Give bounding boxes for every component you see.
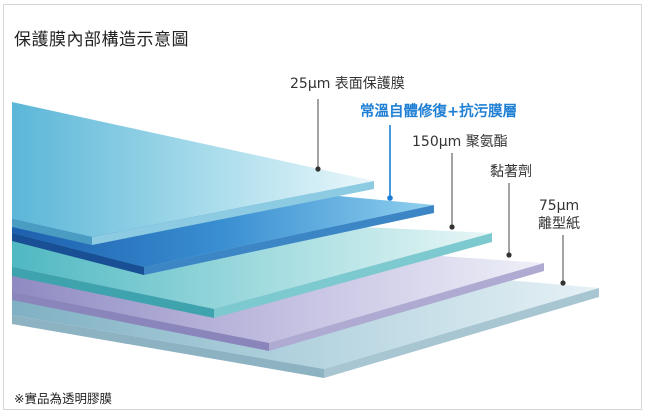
- label-release-paper: 75μm 離型紙: [538, 197, 580, 233]
- footnote: ※實品為透明膠膜: [14, 391, 112, 406]
- label-polyurethane: 150μm 聚氨酯: [412, 134, 508, 150]
- leader-dot-protective-film: [315, 166, 321, 172]
- label-release-paper-name: 離型紙: [538, 216, 580, 232]
- label-protective-film: 25μm 表面保護膜: [290, 76, 405, 92]
- label-adhesive: 黏著劑: [490, 164, 532, 180]
- label-self-healing: 常溫自體修復+抗污膜層: [360, 104, 518, 120]
- leader-dot-adhesive: [506, 252, 512, 258]
- label-release-paper-thickness: 75μm: [538, 198, 580, 214]
- layer-diagram: [12, 99, 599, 378]
- leader-dot-release-paper: [560, 280, 566, 286]
- layer-protective-film: [12, 102, 374, 245]
- leader-dot-polyurethane: [449, 224, 455, 230]
- leader-dot-self-healing: [387, 195, 393, 201]
- diagram-frame: 保護膜內部構造示意圖: [3, 4, 642, 410]
- diagram-title: 保護膜內部構造示意圖: [14, 30, 189, 50]
